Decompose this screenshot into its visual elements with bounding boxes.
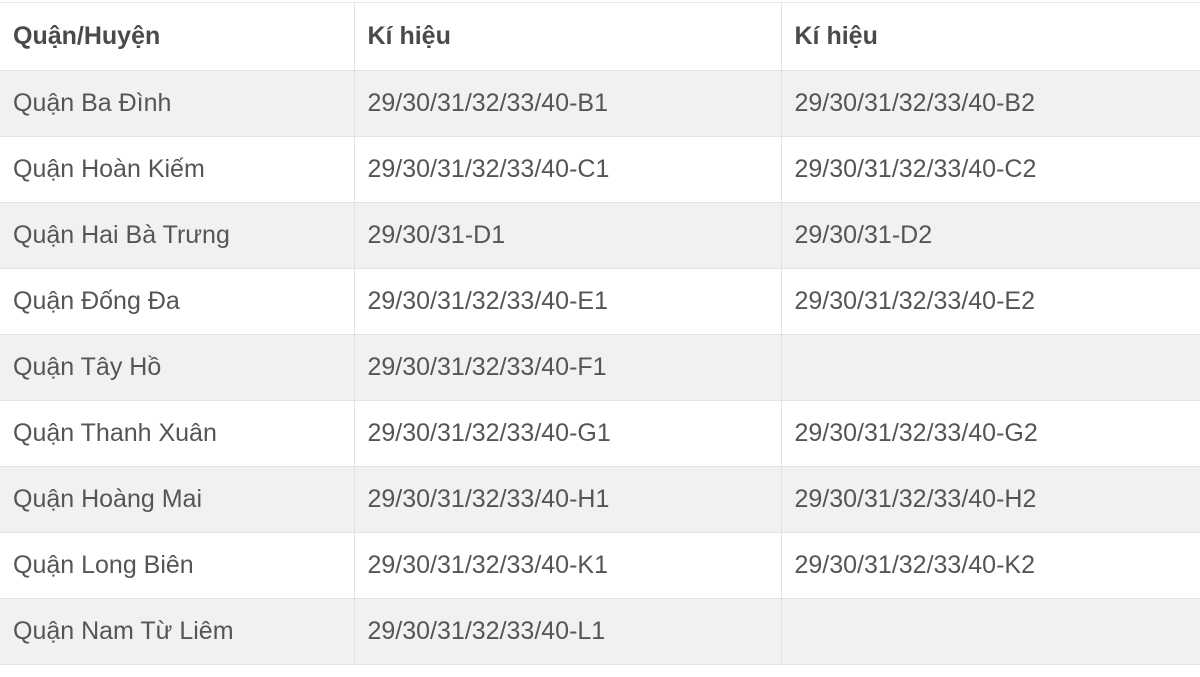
code-cell-1: 29/30/31/32/33/40-H1 (353, 466, 782, 533)
code-cell-1: 29/30/31/32/33/40-C1 (353, 136, 782, 203)
code-cell-1: 29/30/31/32/33/40-F1 (353, 334, 782, 401)
table-row: Quận Long Biên 29/30/31/32/33/40-K1 29/30/… (0, 532, 1200, 599)
code-cell-2: 29/30/31/32/33/40-B2 (780, 70, 1200, 137)
district-cell: Quận Thanh Xuân (0, 400, 355, 467)
code-cell-2: 29/30/31-D2 (780, 202, 1200, 269)
table-row: Quận Ba Đình 29/30/31/32/33/40-B1 29/30/31… (0, 70, 1200, 137)
code-cell-2: 29/30/31/32/33/40-E2 (780, 268, 1200, 335)
table-row: Quận Tây Hồ 29/30/31/32/33/40-F1 (0, 334, 1200, 401)
code-cell-2: 29/30/31/32/33/40-C2 (780, 136, 1200, 203)
code-cell-1: 29/30/31/32/33/40-E1 (353, 268, 782, 335)
table-row: Quận Hoàn Kiếm 29/30/31/32/33/40-C1 29/30/… (0, 136, 1200, 203)
header-district: Quận/Huyện (0, 2, 355, 71)
table-row: Quận Thanh Xuân 29/30/31/32/33/40-G1 29/30… (0, 400, 1200, 467)
code-cell-2: 29/30/31/32/33/40-K2 (780, 532, 1200, 599)
code-cell-1: 29/30/31/32/33/40-K1 (353, 532, 782, 599)
code-cell-2: 29/30/31/32/33/40-H2 (780, 466, 1200, 533)
code-cell-2 (780, 334, 1200, 401)
code-cell-1: 29/30/31/32/33/40-G1 (353, 400, 782, 467)
header-code-1: Kí hiệu (353, 2, 782, 71)
district-cell: Quận Đống Đa (0, 268, 355, 335)
table-row: Quận Nam Từ Liêm 29/30/31/32/33/40-L1 (0, 598, 1200, 665)
table-row: Quận Hoàng Mai 29/30/31/32/33/40-H1 29/30/… (0, 466, 1200, 533)
code-cell-1: 29/30/31/32/33/40-L1 (353, 598, 782, 665)
code-cell-1: 29/30/31/32/33/40-B1 (353, 70, 782, 137)
table-row: Quận Đống Đa 29/30/31/32/33/40-E1 29/30/31… (0, 268, 1200, 335)
district-cell: Quận Long Biên (0, 532, 355, 599)
table-row: Quận Hai Bà Trưng 29/30/31-D1 29/30/31-D2 (0, 202, 1200, 269)
code-cell-2 (780, 598, 1200, 665)
district-cell: Quận Nam Từ Liêm (0, 598, 355, 665)
district-cell: Quận Hoàn Kiếm (0, 136, 355, 203)
license-plate-table: Quận/Huyện Kí hiệu Kí hiệu Quận Ba Đình 2… (0, 2, 1200, 665)
district-cell: Quận Hoàng Mai (0, 466, 355, 533)
district-cell: Quận Ba Đình (0, 70, 355, 137)
district-cell: Quận Hai Bà Trưng (0, 202, 355, 269)
header-code-2: Kí hiệu (780, 2, 1200, 71)
district-cell: Quận Tây Hồ (0, 334, 355, 401)
code-cell-1: 29/30/31-D1 (353, 202, 782, 269)
code-cell-2: 29/30/31/32/33/40-G2 (780, 400, 1200, 467)
header-row: Quận/Huyện Kí hiệu Kí hiệu (0, 2, 1200, 71)
